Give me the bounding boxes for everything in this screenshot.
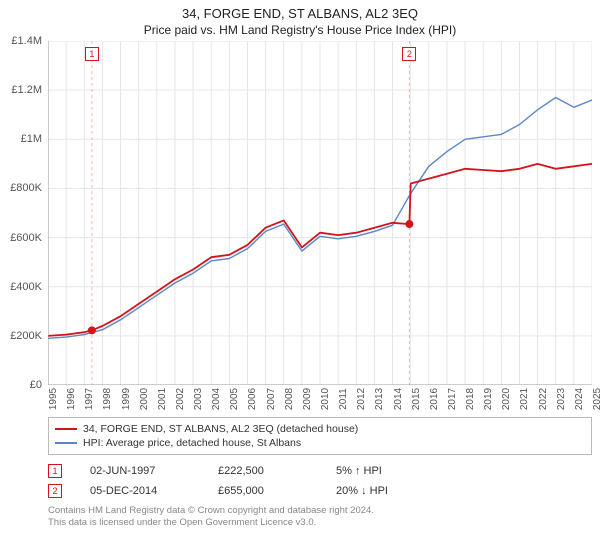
x-axis-tick-label: 2022 <box>538 388 549 410</box>
x-axis-tick-label: 2021 <box>519 388 530 410</box>
plot-area: £0£200K£400K£600K£800K£1M£1.2M£1.4M 1995… <box>48 41 592 385</box>
x-axis-tick-label: 2002 <box>175 388 186 410</box>
x-axis-tick-label: 1998 <box>102 388 113 410</box>
x-axis-tick-label: 2018 <box>465 388 476 410</box>
x-axis-tick-label: 2020 <box>501 388 512 410</box>
y-axis-tick-label: £800K <box>10 182 42 194</box>
y-axis-tick-label: £600K <box>10 232 42 244</box>
legend-item: HPI: Average price, detached house, St A… <box>55 436 585 450</box>
x-axis-tick-label: 2024 <box>574 388 585 410</box>
x-axis-tick-label: 1997 <box>84 388 95 410</box>
page-subtitle: Price paid vs. HM Land Registry's House … <box>0 21 600 41</box>
x-axis-tick-label: 2006 <box>247 388 258 410</box>
sale-price: £222,500 <box>218 465 308 477</box>
x-axis-tick-label: 1996 <box>66 388 77 410</box>
attribution-line: This data is licensed under the Open Gov… <box>48 517 592 529</box>
sale-marker-badge: 1 <box>85 47 99 61</box>
sale-marker-badge: 2 <box>48 484 62 498</box>
x-axis-tick-label: 2007 <box>266 388 277 410</box>
x-axis-tick-label: 2003 <box>193 388 204 410</box>
sale-marker-badge: 2 <box>402 47 416 61</box>
sale-delta: 5% ↑ HPI <box>336 465 382 477</box>
y-axis-tick-label: £200K <box>10 330 42 342</box>
y-axis-tick-label: £1.2M <box>11 84 42 96</box>
sale-price: £655,000 <box>218 485 308 497</box>
x-axis-tick-label: 2016 <box>429 388 440 410</box>
x-axis-tick-label: 2014 <box>393 388 404 410</box>
x-axis-tick-label: 2025 <box>592 388 600 410</box>
attribution: Contains HM Land Registry data © Crown c… <box>48 505 592 530</box>
chart-container: 34, FORGE END, ST ALBANS, AL2 3EQ Price … <box>0 0 600 560</box>
x-axis-tick-label: 2005 <box>229 388 240 410</box>
sale-delta: 20% ↓ HPI <box>336 485 388 497</box>
x-axis-tick-label: 2015 <box>411 388 422 410</box>
x-axis-tick-label: 1999 <box>121 388 132 410</box>
legend-swatch <box>55 428 77 430</box>
attribution-line: Contains HM Land Registry data © Crown c… <box>48 505 592 517</box>
x-axis-tick-label: 2000 <box>139 388 150 410</box>
x-axis-tick-label: 2017 <box>447 388 458 410</box>
sales-table: 1 02-JUN-1997 £222,500 5% ↑ HPI 2 05-DEC-2014… <box>48 461 592 501</box>
sale-date: 05-DEC-2014 <box>90 485 190 497</box>
sale-row: 2 05-DEC-2014 £655,000 20% ↓ HPI <box>48 481 592 501</box>
legend-label: 34, FORGE END, ST ALBANS, AL2 3EQ (detac… <box>83 423 358 435</box>
y-axis-tick-label: £400K <box>10 281 42 293</box>
legend-label: HPI: Average price, detached house, St A… <box>83 437 301 449</box>
sale-date: 02-JUN-1997 <box>90 465 190 477</box>
x-axis-tick-label: 2011 <box>338 388 349 410</box>
sale-row: 1 02-JUN-1997 £222,500 5% ↑ HPI <box>48 461 592 481</box>
x-axis-tick-label: 2001 <box>157 388 168 410</box>
x-axis-tick-label: 2004 <box>211 388 222 410</box>
x-axis-tick-label: 2010 <box>320 388 331 410</box>
legend: 34, FORGE END, ST ALBANS, AL2 3EQ (detac… <box>48 417 592 455</box>
line-chart <box>48 41 592 385</box>
x-axis-tick-label: 2008 <box>284 388 295 410</box>
x-axis-tick-label: 2013 <box>374 388 385 410</box>
page-title: 34, FORGE END, ST ALBANS, AL2 3EQ <box>0 0 600 21</box>
legend-item: 34, FORGE END, ST ALBANS, AL2 3EQ (detac… <box>55 422 585 436</box>
y-axis-tick-label: £0 <box>30 379 42 391</box>
x-axis-tick-label: 2009 <box>302 388 313 410</box>
y-axis-tick-label: £1.4M <box>11 35 42 47</box>
x-axis-tick-label: 1995 <box>48 388 59 410</box>
x-axis-tick-label: 2019 <box>483 388 494 410</box>
legend-swatch <box>55 442 77 444</box>
x-axis-tick-label: 2023 <box>556 388 567 410</box>
sale-marker-badge: 1 <box>48 464 62 478</box>
x-axis-tick-label: 2012 <box>356 388 367 410</box>
y-axis-tick-label: £1M <box>21 133 42 145</box>
